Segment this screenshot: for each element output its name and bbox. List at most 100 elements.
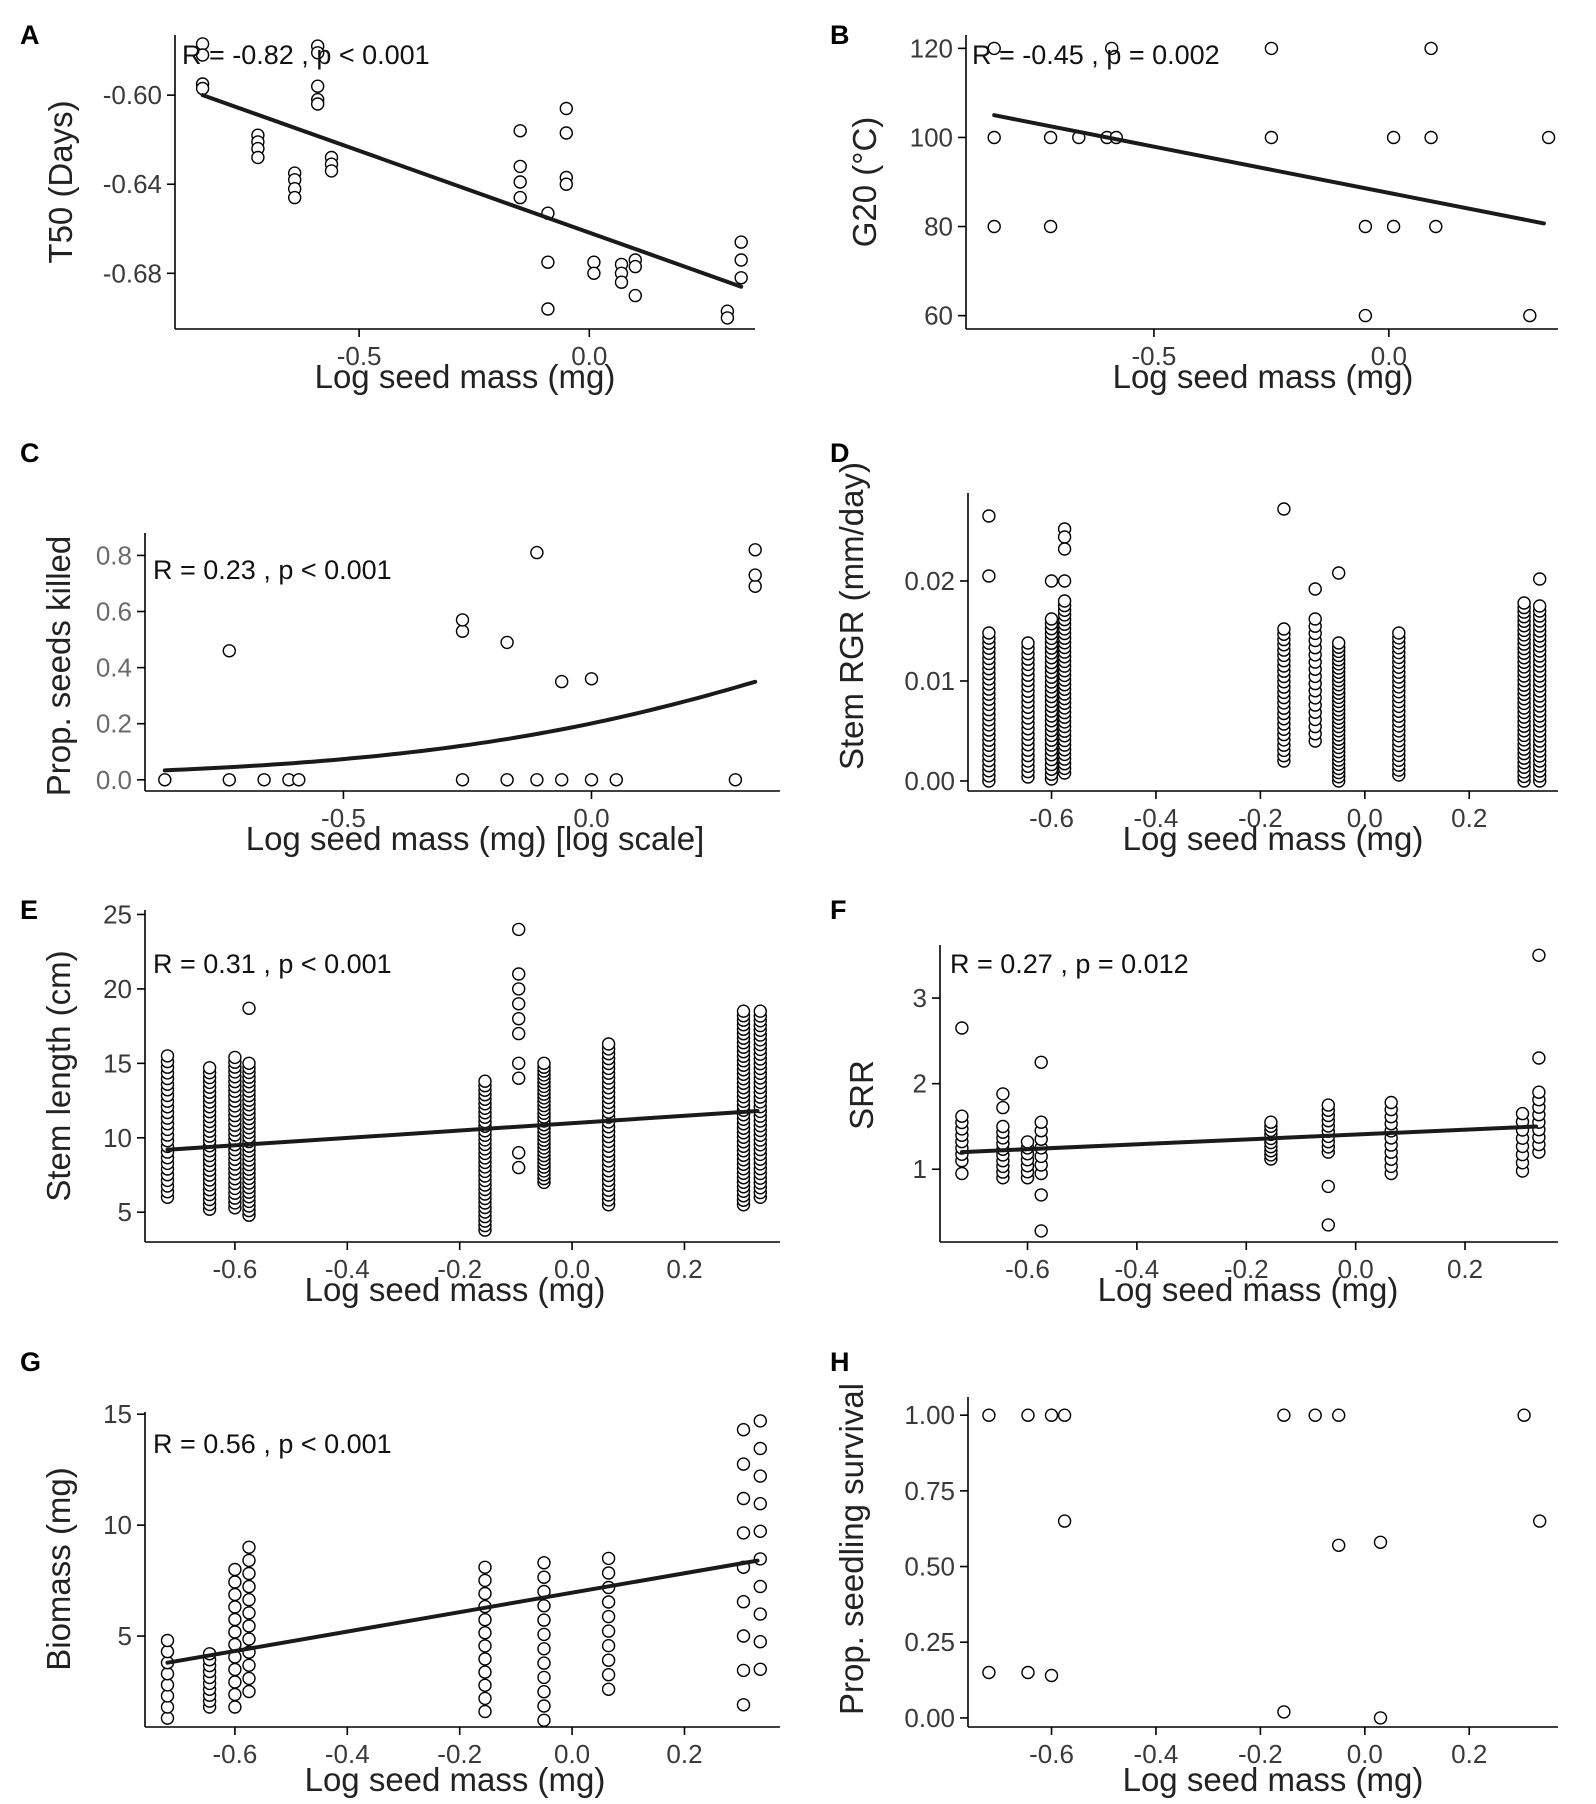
- panel-g-point: [753, 1496, 767, 1511]
- panel-b-letter: B: [830, 20, 850, 50]
- panel-b-y-tick-label: 120: [910, 33, 953, 63]
- panel-c-y-tick-label: 0.0: [96, 765, 132, 795]
- panel-g-point: [537, 1685, 551, 1699]
- panel-g-y-tick-label: 10: [103, 1510, 132, 1540]
- panel-g-point: [478, 1560, 492, 1575]
- panel-e-y-tick-label: 10: [103, 1123, 132, 1153]
- panel-e-point: [160, 1049, 175, 1063]
- panel-g-point: [753, 1524, 767, 1539]
- panel-f-annotation: R = 0.27 , p = 0.012: [950, 949, 1189, 979]
- panel-g-annotation: R = 0.56 , p < 0.001: [153, 1429, 392, 1459]
- panel-g-point: [242, 1671, 256, 1686]
- panel-b-point: [1424, 130, 1438, 145]
- panel-d-x-tick-label: -0.2: [1238, 803, 1283, 833]
- panel-b-point: [1386, 219, 1401, 234]
- panel-d-point: [1021, 636, 1035, 650]
- panel-f-fit-line: [959, 1124, 1539, 1155]
- panel-e-point: [478, 1074, 492, 1088]
- panel-b-point: [1264, 130, 1279, 145]
- panel-g-point: [753, 1607, 767, 1621]
- panel-a-x-label: Log seed mass (mg): [315, 358, 616, 395]
- panel-a-point: [628, 288, 642, 303]
- panel-c-point: [748, 568, 762, 582]
- panel-b-annotation: R = -0.45 , p = 0.002: [972, 40, 1220, 70]
- panel-d-point: [982, 569, 996, 583]
- panel-b-point: [1043, 130, 1058, 145]
- panel-b-point: [987, 41, 1001, 56]
- panel-h-point: [1021, 1665, 1035, 1680]
- panel-h-ticks: -0.6 -0.4 -0.2 0.0 0.2 1.00 0.75 0.50 0.25 0.00: [904, 1400, 1487, 1769]
- panel-h-x-tick-label: -0.2: [1238, 1739, 1283, 1769]
- panel-a-point: [513, 190, 527, 205]
- panel-d-point: [1057, 530, 1072, 544]
- panel-b-x-tick-label: -0.5: [1132, 341, 1177, 371]
- panel-c-point: [222, 644, 237, 658]
- panel-f-point: [996, 1087, 1010, 1101]
- panel-e-point: [512, 982, 526, 996]
- panel-a-letter: A: [20, 20, 40, 50]
- panel-g-marks: [160, 1414, 767, 1727]
- panel-c-fit-line: [162, 679, 758, 773]
- panel-d-ticks: -0.6 -0.4 -0.2 0.0 0.2 0.02 0.01 0.00: [904, 566, 1487, 833]
- panel-h-point: [1332, 1408, 1346, 1422]
- panel-e-point: [537, 1056, 551, 1071]
- panel-g-letter: G: [20, 1347, 41, 1377]
- panel-h-point: [1533, 1514, 1547, 1528]
- panel-h-y-tick-label: 1.00: [904, 1400, 955, 1430]
- panel-g-point: [242, 1606, 256, 1620]
- panel-a-marks: [195, 37, 748, 325]
- panel-b-x-tick-label: 0.0: [1371, 341, 1407, 371]
- panel-h-point: [1044, 1408, 1059, 1422]
- panel-f-y-label: SRR: [843, 1060, 880, 1130]
- panel-b-point: [1541, 130, 1556, 145]
- panel-d-point: [1308, 612, 1322, 626]
- panel-e-point: [512, 1026, 526, 1041]
- panel-f-point: [955, 1109, 969, 1123]
- panel-e-point: [753, 1004, 767, 1018]
- panel-d-x-tick-label: 0.0: [1347, 803, 1383, 833]
- panel-f-marks: [955, 948, 1546, 1238]
- panel-c-point: [257, 773, 271, 787]
- panel-a-point: [541, 255, 555, 269]
- panel-c-annotation: R = 0.23 , p < 0.001: [153, 555, 392, 585]
- panel-g-point: [537, 1556, 551, 1570]
- panel-g-x-tick-label: 0.0: [554, 1739, 590, 1769]
- panel-c-point: [500, 773, 514, 787]
- panel-f: F -0.6 -0.4 -0.2 0.0 0.2 3 2 1 R = 0.27 , p = 0…: [830, 895, 1558, 1308]
- panel-b-point: [1105, 41, 1119, 56]
- panel-g-point: [601, 1609, 616, 1624]
- panel-a-point: [734, 271, 748, 285]
- panel-e-y-tick-label: 15: [103, 1048, 132, 1078]
- panel-d-point: [1044, 612, 1059, 626]
- panel-d-letter: D: [830, 438, 850, 468]
- panel-g-point: [242, 1540, 256, 1555]
- panel-g-point: [242, 1579, 256, 1594]
- panel-b-point: [1429, 219, 1443, 234]
- panel-e-point: [512, 997, 526, 1011]
- panel-g-point: [228, 1575, 242, 1589]
- panel-g-point: [478, 1586, 492, 1601]
- panel-b-point: [987, 130, 1001, 145]
- panel-b-x-label: Log seed mass (mg): [1113, 358, 1414, 395]
- panel-e-point: [512, 922, 526, 937]
- panel-c-x-label: Log seed mass (mg) [log scale]: [246, 820, 705, 857]
- panel-g-point: [601, 1639, 616, 1653]
- panel-f-point: [1532, 1085, 1546, 1099]
- panel-f-x-tick-label: -0.6: [1005, 1254, 1050, 1284]
- panel-g: G -0.6 -0.4 -0.2 0.0 0.2 15 10 5 R = 0.56 , p <…: [20, 1347, 780, 1798]
- panel-h-y-tick-label: 0.75: [904, 1476, 955, 1506]
- panel-b-fit-line: [992, 113, 1546, 226]
- panel-h-y-tick-label: 0.50: [904, 1552, 955, 1582]
- panel-e-y-tick-label: 20: [103, 974, 132, 1004]
- panel-g-point: [601, 1566, 616, 1580]
- panel-g-point: [537, 1656, 551, 1670]
- panel-f-point: [1532, 948, 1546, 962]
- panel-g-y-tick-label: 15: [103, 1399, 132, 1429]
- panel-g-point: [228, 1662, 242, 1677]
- panel-g-point: [478, 1573, 492, 1588]
- panel-a-x-tick-label: 0.0: [571, 341, 607, 371]
- panel-d-y-tick-label: 0.01: [904, 666, 955, 696]
- panel-a: A -0.5 0.0 -0.60 -0.64 -0.68 R = -0.82 , p <…: [20, 20, 755, 395]
- panel-d-point: [1057, 594, 1072, 608]
- panel-a-point: [513, 124, 527, 138]
